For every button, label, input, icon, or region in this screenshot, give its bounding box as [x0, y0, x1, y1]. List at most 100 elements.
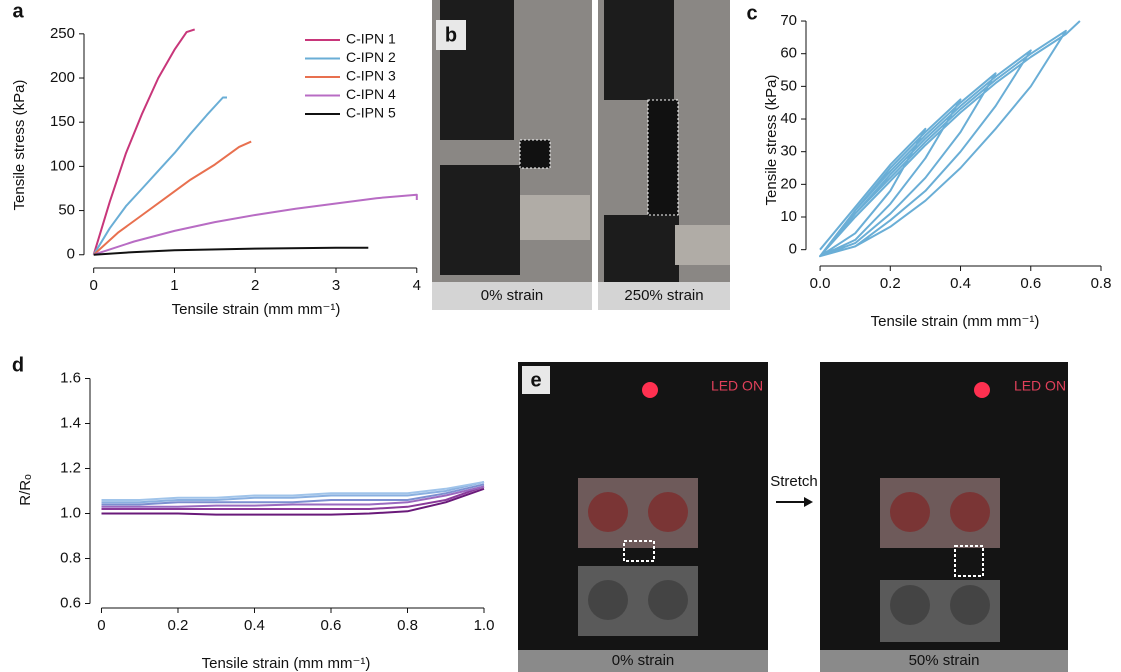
x-tick-label: 0.8 — [1091, 275, 1112, 292]
y-tick-label: 20 — [780, 175, 797, 192]
x-tick-label: 0.8 — [397, 617, 418, 634]
photo-screw — [950, 585, 990, 625]
panel-label: e — [530, 369, 541, 391]
photo-screw — [648, 580, 688, 620]
photo-grip — [440, 165, 520, 275]
y-tick-label: 60 — [780, 45, 797, 62]
legend-label: C-IPN 3 — [346, 68, 396, 84]
series-line — [101, 481, 485, 501]
legend-label: C-IPN 4 — [346, 86, 396, 102]
sample-outline — [647, 99, 679, 216]
sample-outline — [519, 139, 551, 169]
x-tick-label: 0.2 — [880, 275, 901, 292]
photo-caption: 50% strain — [909, 652, 980, 669]
x-tick-label: 2 — [251, 277, 259, 294]
y-tick-label: 0 — [789, 241, 797, 258]
series-line — [93, 193, 418, 256]
series-line — [92, 28, 196, 255]
x-tick-label: 1 — [170, 277, 178, 294]
panel-label: d — [12, 354, 24, 376]
label-box — [436, 20, 466, 50]
photo-screw — [588, 580, 628, 620]
photo-panel-b: 0% strain 250% strain b — [432, 0, 730, 310]
y-tick-label: 1.2 — [60, 459, 81, 476]
series-line — [101, 487, 485, 516]
caption-bar — [820, 650, 1068, 672]
x-tick-label: 0.6 — [1020, 275, 1041, 292]
series-line — [92, 96, 227, 256]
photo-screw — [890, 585, 930, 625]
sample-outline — [954, 545, 984, 577]
photo-caption: 0% strain — [612, 652, 675, 669]
photo-grip — [604, 0, 674, 100]
y-tick-label: 150 — [50, 113, 75, 130]
photo-grip — [604, 215, 679, 282]
y-tick-label: 30 — [780, 143, 797, 160]
legend-label: C-IPN 5 — [346, 105, 396, 121]
x-tick-label: 0.6 — [321, 617, 342, 634]
photo-screw — [950, 492, 990, 532]
y-tick-label: 1.0 — [60, 504, 81, 521]
y-tick-label: 0 — [67, 246, 75, 263]
series-line — [93, 140, 252, 256]
y-tick-label: 0.6 — [60, 594, 81, 611]
series-line — [101, 485, 485, 508]
series-line — [101, 485, 485, 510]
caption-bar — [598, 282, 730, 310]
y-tick-label: 70 — [780, 12, 797, 29]
series-line — [93, 246, 369, 256]
y-tick-label: 40 — [780, 110, 797, 127]
overlay-text: LED ON — [711, 378, 763, 394]
photo-screw — [648, 492, 688, 532]
x-axis-label: Tensile strain (mm mm⁻¹) — [871, 313, 1040, 330]
y-tick-label: 0.8 — [60, 549, 81, 566]
photo-rod — [520, 195, 590, 240]
sample-outline — [623, 540, 655, 562]
y-tick-label: 250 — [50, 25, 75, 42]
x-tick-label: 4 — [413, 277, 421, 294]
arrow-head — [804, 497, 813, 507]
x-tick-label: 0.4 — [950, 275, 971, 292]
photo-rod — [675, 225, 730, 265]
photo-caption: 0% strain — [481, 287, 544, 304]
y-axis-label: Tensile stress (kPa) — [11, 80, 28, 211]
photo-caption: 250% strain — [624, 287, 703, 304]
caption-bar — [518, 650, 768, 672]
x-tick-label: 1.0 — [474, 617, 495, 634]
x-axis-label: Tensile strain (mm mm⁻¹) — [172, 301, 341, 318]
led — [642, 382, 658, 398]
y-tick-label: 10 — [780, 208, 797, 225]
legend-label: C-IPN 1 — [346, 31, 396, 47]
x-tick-label: 0.0 — [810, 275, 831, 292]
x-axis-label: Tensile strain (mm mm⁻¹) — [202, 655, 371, 672]
x-tick-label: 0 — [97, 617, 105, 634]
panel-label: a — [12, 0, 24, 22]
legend-label: C-IPN 2 — [346, 49, 396, 65]
series-line — [101, 483, 485, 506]
x-tick-label: 0.4 — [244, 617, 265, 634]
led — [974, 382, 990, 398]
y-tick-label: 50 — [58, 202, 75, 219]
y-tick-label: 200 — [50, 69, 75, 86]
overlay-text: LED ON — [1014, 378, 1066, 394]
photo-screw — [890, 492, 930, 532]
panel-label: b — [445, 24, 457, 46]
label-box — [522, 366, 550, 394]
y-tick-label: 100 — [50, 157, 75, 174]
y-tick-label: 1.4 — [60, 414, 81, 431]
x-tick-label: 0 — [90, 277, 98, 294]
caption-bar — [432, 282, 592, 310]
arrow-label: Stretch — [770, 473, 818, 490]
photo-screw — [588, 492, 628, 532]
x-tick-label: 0.2 — [168, 617, 189, 634]
series-line — [819, 20, 1081, 258]
photo-panel-e: LED ON 0% strain LED ON 50% strain e Str… — [518, 362, 1068, 672]
y-axis-label: Tensile stress (kPa) — [763, 75, 780, 206]
y-tick-label: 50 — [780, 77, 797, 94]
y-axis-label: R/Rₒ — [17, 474, 34, 506]
series-line — [101, 481, 485, 504]
y-tick-label: 1.6 — [60, 369, 81, 386]
panel-label: c — [746, 2, 757, 24]
x-tick-label: 3 — [332, 277, 340, 294]
